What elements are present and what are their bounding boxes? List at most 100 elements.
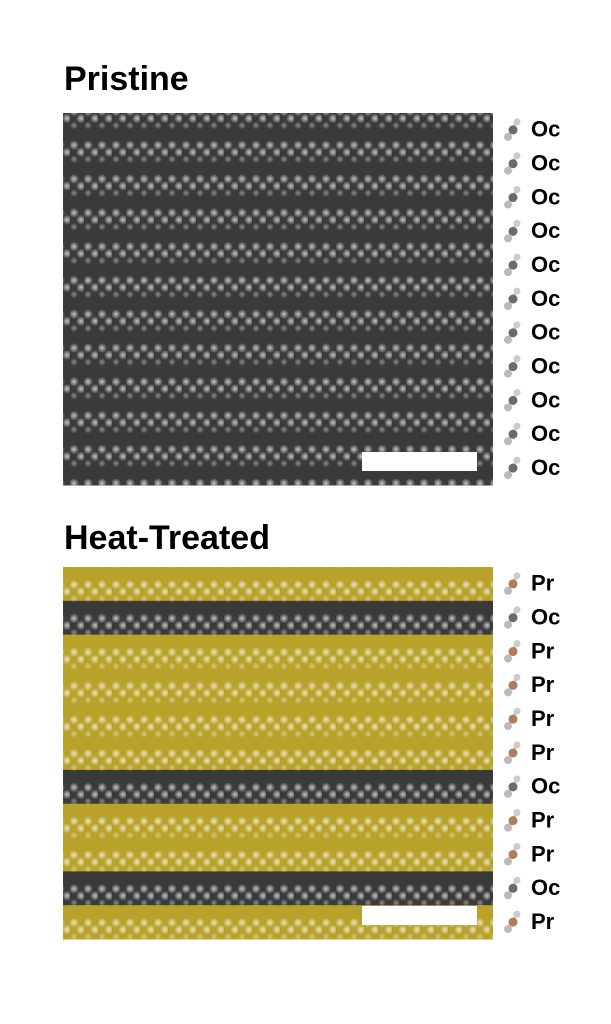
layer-icon bbox=[504, 388, 521, 412]
atom bbox=[513, 355, 521, 363]
layer-label: Pr bbox=[531, 672, 555, 697]
layer-label: Pr bbox=[531, 706, 555, 731]
atom bbox=[513, 707, 521, 715]
atom bbox=[504, 789, 512, 798]
atom bbox=[508, 782, 518, 792]
atom bbox=[504, 268, 512, 277]
layer-icon bbox=[504, 456, 521, 480]
atom bbox=[513, 775, 521, 783]
atom bbox=[513, 741, 521, 749]
atom-columns bbox=[63, 214, 493, 249]
layer-icon bbox=[504, 876, 521, 900]
atom bbox=[513, 910, 521, 918]
scale-bar bbox=[362, 906, 477, 925]
atom-columns bbox=[63, 113, 493, 148]
layer-label: Oc bbox=[531, 252, 560, 277]
atom-columns bbox=[63, 349, 493, 385]
atom-columns bbox=[63, 837, 493, 872]
atom-columns bbox=[63, 871, 493, 906]
layer-label: Pr bbox=[531, 571, 555, 596]
atom bbox=[513, 388, 521, 396]
atom bbox=[508, 125, 518, 135]
layer-icon bbox=[504, 842, 521, 866]
atom bbox=[513, 640, 521, 648]
atom bbox=[513, 422, 521, 430]
layer-icon bbox=[504, 606, 521, 629]
atom bbox=[508, 849, 518, 859]
atom bbox=[513, 321, 521, 329]
atom bbox=[508, 579, 518, 589]
atom bbox=[508, 883, 518, 893]
atom bbox=[508, 647, 518, 657]
atom bbox=[513, 842, 521, 850]
atom-columns bbox=[63, 315, 493, 351]
layer-icon bbox=[504, 572, 521, 595]
atom bbox=[508, 917, 518, 927]
layer-icon bbox=[504, 640, 521, 663]
atom bbox=[504, 234, 512, 243]
atom bbox=[504, 302, 512, 310]
layer-label: Oc bbox=[531, 353, 560, 378]
atom bbox=[508, 613, 518, 623]
layer-icon bbox=[504, 219, 521, 243]
atom bbox=[508, 193, 518, 203]
layer-icon bbox=[504, 422, 521, 446]
layer-icon bbox=[504, 152, 521, 175]
layer-label: Pr bbox=[531, 841, 555, 866]
atom-columns bbox=[63, 248, 493, 283]
atom bbox=[504, 471, 512, 480]
layer-label: Oc bbox=[531, 774, 560, 799]
layer-label: Oc bbox=[531, 605, 560, 630]
atom bbox=[504, 369, 512, 378]
atom bbox=[504, 857, 512, 866]
atom bbox=[513, 572, 521, 580]
atom bbox=[508, 362, 518, 372]
layer-icon bbox=[504, 910, 521, 934]
atom bbox=[508, 680, 518, 690]
atom bbox=[508, 328, 518, 338]
layer-label: Pr bbox=[531, 740, 555, 765]
atom bbox=[504, 823, 512, 832]
atom bbox=[508, 294, 518, 304]
layer-label: Oc bbox=[531, 875, 560, 900]
atom-columns bbox=[63, 180, 493, 215]
atom-columns bbox=[63, 634, 493, 669]
layer-icon bbox=[504, 355, 521, 378]
atom bbox=[513, 152, 521, 160]
atom bbox=[513, 606, 521, 614]
layer-icon bbox=[504, 741, 521, 764]
scale-bar bbox=[362, 452, 477, 471]
atom bbox=[508, 260, 518, 270]
layer-label: Pr bbox=[531, 638, 555, 663]
layer-icon bbox=[504, 186, 521, 209]
layer-icon bbox=[504, 809, 521, 832]
atom bbox=[513, 287, 521, 295]
atom bbox=[513, 809, 521, 817]
atom bbox=[513, 219, 521, 227]
atom bbox=[504, 132, 512, 141]
layer-icon bbox=[504, 707, 521, 731]
panel-title: Heat-Treated bbox=[64, 519, 270, 557]
atom bbox=[504, 891, 512, 900]
atom bbox=[504, 403, 512, 412]
atom bbox=[504, 620, 512, 629]
atom bbox=[504, 722, 512, 731]
layer-label: Oc bbox=[531, 421, 560, 446]
atom bbox=[508, 226, 518, 236]
layer-label: Oc bbox=[531, 286, 560, 311]
atom-columns bbox=[63, 600, 493, 636]
layer-icon bbox=[504, 673, 521, 697]
atom bbox=[513, 118, 521, 126]
atom bbox=[508, 463, 518, 473]
layer-label: Oc bbox=[531, 455, 560, 480]
layer-label: Oc bbox=[531, 117, 560, 142]
atom-columns bbox=[63, 417, 493, 452]
layer-label: Oc bbox=[531, 151, 560, 176]
atom bbox=[508, 429, 518, 439]
layer-label: Oc bbox=[531, 184, 560, 209]
layer-icon bbox=[504, 118, 521, 141]
layer-icon bbox=[504, 287, 521, 310]
layer-icon bbox=[504, 253, 521, 277]
atom-columns bbox=[63, 383, 493, 418]
atom-columns bbox=[63, 567, 493, 602]
